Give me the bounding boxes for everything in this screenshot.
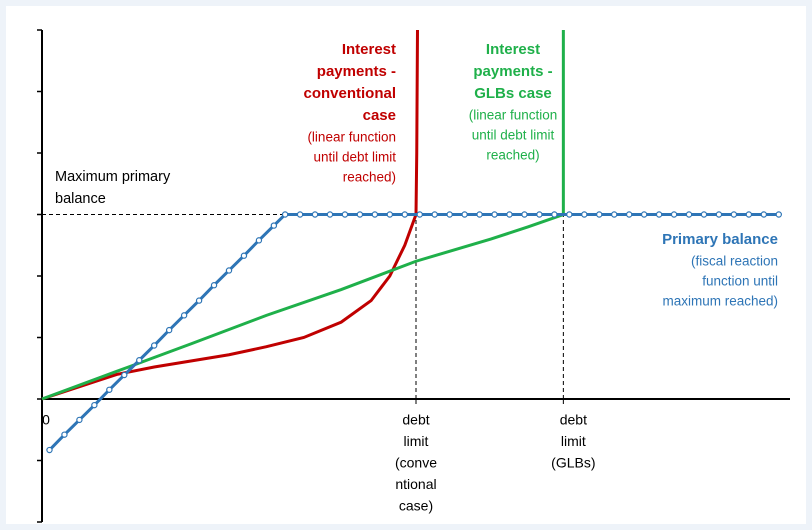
point	[76, 416, 83, 424]
point	[476, 211, 483, 218]
point	[670, 211, 678, 218]
annotation-title: payments -	[317, 63, 396, 80]
x-tick-label: case)	[399, 498, 433, 514]
point	[431, 211, 438, 218]
point	[446, 211, 453, 218]
annotation-text: (linear function	[469, 108, 558, 123]
x-tick-label: (GLBs)	[551, 455, 595, 471]
point	[255, 237, 263, 244]
point	[401, 211, 408, 218]
annotation-title: conventional	[303, 85, 396, 102]
annotation-title: GLBs case	[474, 85, 552, 102]
x-tick-label: debt	[560, 412, 587, 428]
point	[195, 297, 203, 304]
annotation-title: case	[363, 107, 396, 124]
x-tick-label: limit	[561, 433, 586, 449]
point	[745, 211, 753, 218]
point	[121, 371, 128, 379]
annotation-text: (fiscal reaction	[691, 254, 778, 269]
point	[596, 211, 603, 218]
point	[341, 211, 349, 218]
point	[326, 211, 334, 218]
point	[106, 386, 113, 393]
point	[311, 211, 319, 218]
point	[461, 211, 468, 218]
point	[150, 342, 158, 349]
point	[581, 211, 588, 218]
point	[640, 211, 648, 218]
point	[625, 211, 633, 218]
point	[270, 222, 278, 229]
x-tick-label: limit	[404, 433, 429, 449]
point	[730, 211, 738, 218]
point	[386, 211, 394, 218]
point	[775, 211, 782, 218]
point	[536, 211, 543, 218]
point	[240, 252, 248, 259]
point	[715, 211, 723, 218]
point	[61, 431, 68, 438]
point	[136, 357, 143, 364]
annotation-text: (linear function	[307, 130, 396, 145]
point	[655, 211, 663, 218]
x-tick-label: (conve	[395, 455, 437, 471]
point	[296, 211, 304, 218]
annotation-title: Interest	[342, 41, 396, 58]
annotation-text: reached)	[486, 148, 539, 163]
annotation-title: payments -	[473, 63, 552, 80]
annotation-text: maximum reached)	[662, 294, 778, 309]
series-line	[41, 30, 565, 401]
point	[685, 211, 693, 218]
point	[566, 211, 573, 218]
annotation-text: reached)	[343, 170, 396, 185]
x-tick-label: ntional	[395, 476, 436, 492]
point	[760, 211, 768, 218]
point	[551, 211, 558, 218]
annotation-text: function until	[702, 274, 778, 289]
point	[46, 446, 53, 454]
point	[91, 401, 98, 409]
point	[491, 211, 498, 218]
point	[700, 211, 708, 218]
point	[210, 282, 218, 289]
point	[416, 211, 423, 218]
point	[371, 211, 379, 218]
point	[165, 326, 173, 334]
series-line	[41, 29, 419, 401]
point	[521, 211, 528, 218]
point	[281, 211, 289, 218]
x-tick-label: debt	[402, 412, 429, 428]
annotation-text: balance	[55, 191, 106, 207]
annotation-text: until debt limit	[472, 128, 555, 143]
point	[506, 211, 513, 218]
annotation-text: until debt limit	[313, 150, 396, 165]
point	[225, 267, 233, 274]
point	[356, 211, 364, 218]
annotation-text: Maximum primary	[55, 169, 171, 185]
point	[611, 211, 618, 218]
point	[180, 312, 188, 319]
annotation-title: Primary balance	[662, 231, 778, 248]
annotation-title: Interest	[486, 41, 540, 58]
x-tick-label: 0	[42, 412, 50, 428]
